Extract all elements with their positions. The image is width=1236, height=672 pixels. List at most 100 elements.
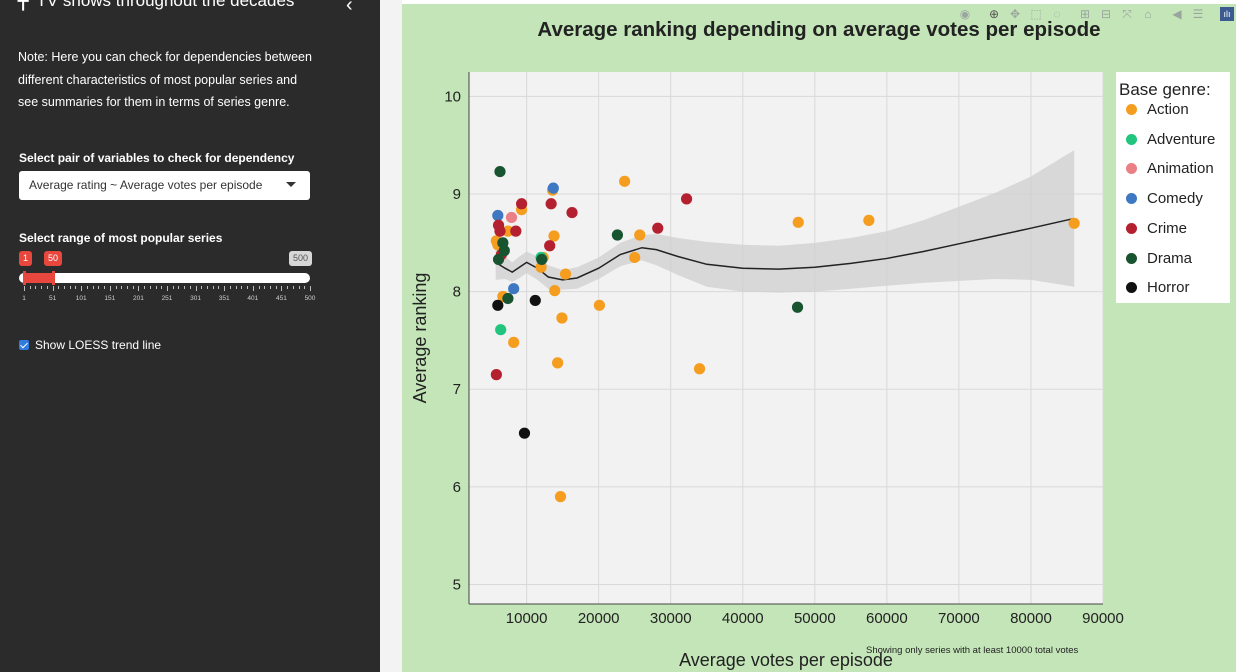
slider-minor-tick	[132, 286, 134, 289]
chevron-down-icon	[286, 182, 296, 187]
slider-minor-tick	[264, 286, 266, 289]
data-point-action	[549, 285, 561, 297]
data-point-action	[634, 229, 646, 241]
variable-pair-select[interactable]: Average rating ~ Average votes per episo…	[19, 171, 310, 200]
legend-item-comedy[interactable]: Comedy	[1126, 189, 1203, 209]
spike-lines-icon[interactable]: ◀	[1172, 7, 1182, 21]
data-point-drama	[492, 253, 505, 266]
legend-item-adventure[interactable]: Adventure	[1126, 130, 1215, 150]
slider-minor-tick	[58, 286, 60, 289]
y-tick-label: 7	[453, 381, 461, 398]
slider-minor-tick	[247, 286, 249, 289]
slider-minor-tick	[149, 286, 151, 289]
x-axis-title: Average votes per episode	[679, 650, 893, 670]
plotly-logo-icon[interactable]: ılı	[1220, 7, 1234, 21]
data-point-action	[554, 491, 567, 503]
legend: Base genre: Action Adventure Animation Come…	[1116, 72, 1230, 303]
box-select-icon[interactable]: ⬚	[1030, 7, 1042, 21]
slider-from-badge: 1	[19, 251, 33, 266]
slider-minor-tick	[92, 286, 94, 289]
data-point-horror	[529, 294, 541, 307]
zoom-in-icon[interactable]: ⊞	[1079, 7, 1091, 21]
slider-minor-tick	[189, 286, 191, 289]
legend-item-action[interactable]: Action	[1126, 100, 1189, 120]
slider-tick	[195, 286, 197, 291]
compare-hover-icon[interactable]: ☰	[1192, 7, 1204, 21]
range-slider[interactable]: 1 50 500 1 51 101 151 201 251 301 351 401 451 500	[19, 250, 315, 310]
data-point-comedy	[492, 209, 504, 222]
lasso-icon[interactable]: ◌	[1053, 7, 1061, 21]
range-slider-label: Select range of most popular series	[19, 231, 223, 245]
legend-item-drama[interactable]: Drama	[1126, 249, 1192, 269]
slider-minor-tick	[115, 286, 117, 289]
slider-minor-tick	[258, 286, 260, 289]
data-point-comedy	[547, 182, 559, 194]
scatter-chart: 10000 20000 30000 40000 50000 60000 70000 80000…	[410, 72, 1124, 670]
y-tick-label: 6	[453, 479, 461, 496]
x-tick-label: 40000	[722, 610, 764, 627]
slider-from-handle[interactable]	[23, 271, 26, 285]
legend-item-crime[interactable]: Crime	[1126, 219, 1187, 239]
data-point-crime	[652, 222, 664, 234]
slider-to-handle[interactable]	[52, 271, 55, 285]
slider-track[interactable]	[19, 273, 310, 283]
legend-marker	[1126, 252, 1137, 264]
data-point-action	[548, 230, 560, 242]
data-point-adventure	[495, 324, 507, 336]
slider-tick	[167, 286, 168, 291]
data-point-action	[1068, 217, 1080, 229]
variable-pair-value: Average rating ~ Average votes per episo…	[29, 178, 263, 192]
pan-icon[interactable]: ✥	[1009, 7, 1021, 21]
slider-selected-range[interactable]	[24, 273, 54, 283]
slider-ticks: 1 51 101 151 201 251 301 351 401 451 500	[19, 286, 315, 306]
slider-tick	[252, 286, 254, 291]
slider-max-badge: 500	[289, 251, 313, 266]
slider-minor-tick	[207, 286, 209, 289]
slider-tick-label: 451	[275, 295, 287, 302]
slider-minor-tick	[41, 286, 43, 289]
zoom-icon[interactable]: ⊕	[988, 7, 1000, 21]
checkbox-checked-icon[interactable]	[19, 340, 29, 350]
data-point-action	[508, 336, 520, 348]
y-tick-label: 9	[453, 186, 461, 203]
note-text: Note: Here you can check for dependencie…	[18, 50, 312, 109]
data-point-crime	[494, 225, 506, 237]
collapse-sidebar-icon[interactable]: ‹	[346, 0, 353, 16]
data-point-crime	[680, 193, 693, 205]
legend-item-horror[interactable]: Horror	[1126, 278, 1190, 298]
sidebar: ┿ TV shows throughout the decades ‹ Note…	[0, 0, 380, 672]
slider-tick	[281, 286, 283, 291]
x-tick-label: 10000	[506, 610, 548, 627]
home-icon[interactable]: ⌂	[1144, 7, 1152, 21]
legend-marker	[1126, 104, 1137, 115]
legend-marker	[1126, 193, 1137, 205]
slider-minor-tick	[144, 286, 146, 289]
plot-caption: Showing only series with at least 10000 …	[866, 645, 1079, 656]
x-tick-label: 70000	[938, 610, 980, 627]
slider-minor-tick	[121, 286, 123, 289]
camera-icon[interactable]: ◉	[959, 7, 971, 21]
autoscale-icon[interactable]: ⤧	[1122, 7, 1132, 21]
slider-minor-tick	[161, 286, 163, 289]
data-point-crime	[490, 369, 502, 381]
loess-trend-line	[495, 217, 1075, 281]
legend-marker	[1126, 282, 1137, 294]
slider-minor-tick	[212, 286, 214, 289]
slider-minor-tick	[287, 286, 289, 289]
data-point-action	[619, 175, 631, 187]
slider-tick	[224, 286, 226, 291]
data-point-action	[559, 268, 572, 280]
loess-checkbox[interactable]: Show LOESS trend line	[19, 338, 161, 352]
data-point-action	[693, 363, 706, 375]
data-point-animation	[505, 211, 518, 224]
chart-title: Average ranking depending on average vot…	[537, 18, 1101, 41]
slider-minor-tick	[275, 286, 277, 289]
panel-divider	[380, 0, 402, 672]
data-point-drama	[536, 253, 548, 266]
x-tick-label: 50000	[794, 610, 836, 627]
legend-item-animation[interactable]: Animation	[1126, 159, 1214, 179]
data-point-action	[552, 357, 564, 369]
data-point-crime	[510, 225, 522, 237]
zoom-out-icon[interactable]: ⊟	[1100, 7, 1112, 21]
data-point-comedy	[508, 283, 520, 295]
